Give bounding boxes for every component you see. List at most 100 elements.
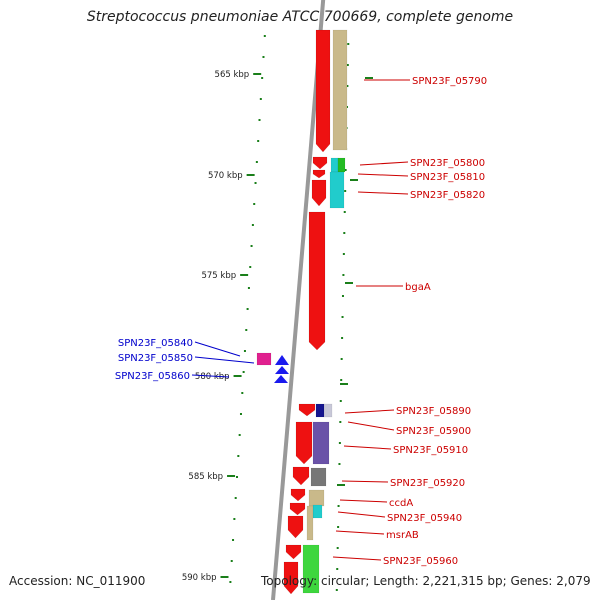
gene-block <box>330 157 339 173</box>
gene-leader-line <box>332 556 382 561</box>
minor-tick <box>257 140 260 142</box>
gene-leader-line <box>341 480 389 483</box>
ruler-label: 585 kbp <box>188 472 223 482</box>
gene-label: SPN23F_05960 <box>383 556 458 567</box>
minor-tick <box>340 358 343 360</box>
minor-tick <box>230 560 233 562</box>
gene-block <box>306 505 314 541</box>
minor-tick <box>251 224 254 226</box>
ruler-label: 570 kbp <box>208 171 243 181</box>
gene-label: SPN23F_05910 <box>393 445 468 456</box>
gene-leader-line <box>357 173 409 177</box>
minor-tick <box>339 421 342 423</box>
minor-tick <box>338 442 341 444</box>
minor-tick <box>229 581 232 583</box>
minor-tick <box>241 392 244 394</box>
gene-arrow-reverse <box>275 355 289 365</box>
minor-tick <box>246 308 249 310</box>
gene-label: ccdA <box>389 498 413 509</box>
gene-arrow <box>295 421 313 465</box>
minor-tick <box>337 505 340 507</box>
minor-tick <box>247 287 250 289</box>
minor-tick <box>338 463 341 465</box>
gene-leader-line <box>194 356 255 364</box>
minor-tick <box>242 371 245 373</box>
minor-tick <box>344 190 347 192</box>
gene-block <box>312 504 323 519</box>
gene-block <box>256 352 272 366</box>
gene-leader-line <box>347 421 395 431</box>
minor-tick <box>259 98 262 100</box>
gene-label: SPN23F_05810 <box>410 172 485 183</box>
gene-leader-line <box>357 191 409 195</box>
gene-arrow <box>285 544 302 560</box>
ruler-tick <box>253 73 262 75</box>
minor-tick <box>254 182 257 184</box>
gene-label: SPN23F_05920 <box>390 478 465 489</box>
gene-arrow <box>312 169 326 179</box>
ruler-tick <box>246 174 255 176</box>
minor-tick <box>234 497 237 499</box>
minor-tick <box>335 589 338 591</box>
gene-label: SPN23F_05790 <box>412 76 487 87</box>
gene-label: SPN23F_05860 <box>115 371 190 382</box>
gene-leader-line <box>194 341 241 357</box>
minor-tick <box>343 232 346 234</box>
genome-summary: Topology: circular; Length: 2,221,315 bp… <box>261 574 591 588</box>
gene-label: SPN23F_05850 <box>118 353 193 364</box>
minor-tick <box>233 518 236 520</box>
minor-tick <box>346 64 349 66</box>
minor-tick <box>346 85 349 87</box>
gene-label: msrAB <box>386 530 419 541</box>
minor-tick <box>238 434 241 436</box>
gene-block <box>308 489 325 507</box>
gene-block <box>315 403 325 418</box>
gene-arrow <box>315 29 331 153</box>
gene-leader-line <box>359 161 409 166</box>
ruler-label: 590 kbp <box>182 573 217 583</box>
minor-tick <box>342 253 345 255</box>
minor-tick <box>341 316 344 318</box>
gene-label: bgaA <box>405 282 431 293</box>
minor-tick <box>249 266 252 268</box>
minor-tick <box>236 476 239 478</box>
gene-leader-line <box>344 409 395 414</box>
feature-tick <box>340 383 348 385</box>
gene-arrow <box>292 466 310 486</box>
minor-tick <box>342 274 345 276</box>
minor-tick <box>347 43 350 45</box>
minor-tick <box>261 77 264 79</box>
minor-tick <box>232 539 235 541</box>
gene-block <box>312 421 330 465</box>
ruler-label: 575 kbp <box>201 271 236 281</box>
minor-tick <box>239 413 242 415</box>
minor-tick <box>343 211 346 213</box>
ruler-tick <box>227 475 236 477</box>
gene-leader-line <box>343 445 392 450</box>
ruler-tick <box>220 576 229 578</box>
ruler-tick <box>240 274 249 276</box>
minor-tick <box>336 547 339 549</box>
feature-tick <box>345 282 353 284</box>
ruler-tick <box>233 375 242 377</box>
accession-label: Accession: NC_011900 <box>9 574 146 588</box>
gene-arrow <box>283 561 299 595</box>
gene-label: SPN23F_05940 <box>387 513 462 524</box>
ruler-label: 580 kbp <box>195 372 230 382</box>
gene-block <box>329 171 345 209</box>
gene-block <box>310 467 327 487</box>
gene-leader-line <box>191 374 230 378</box>
gene-arrow-reverse <box>274 375 288 383</box>
gene-block <box>323 403 333 418</box>
minor-tick <box>336 568 339 570</box>
gene-arrow <box>308 211 326 351</box>
minor-tick <box>341 295 344 297</box>
minor-tick <box>341 337 344 339</box>
ruler-label: 565 kbp <box>215 70 250 80</box>
minor-tick <box>337 526 340 528</box>
gene-leader-line <box>335 530 385 535</box>
gene-arrow <box>290 488 306 502</box>
gene-arrow <box>289 502 306 516</box>
gene-block <box>337 157 346 173</box>
